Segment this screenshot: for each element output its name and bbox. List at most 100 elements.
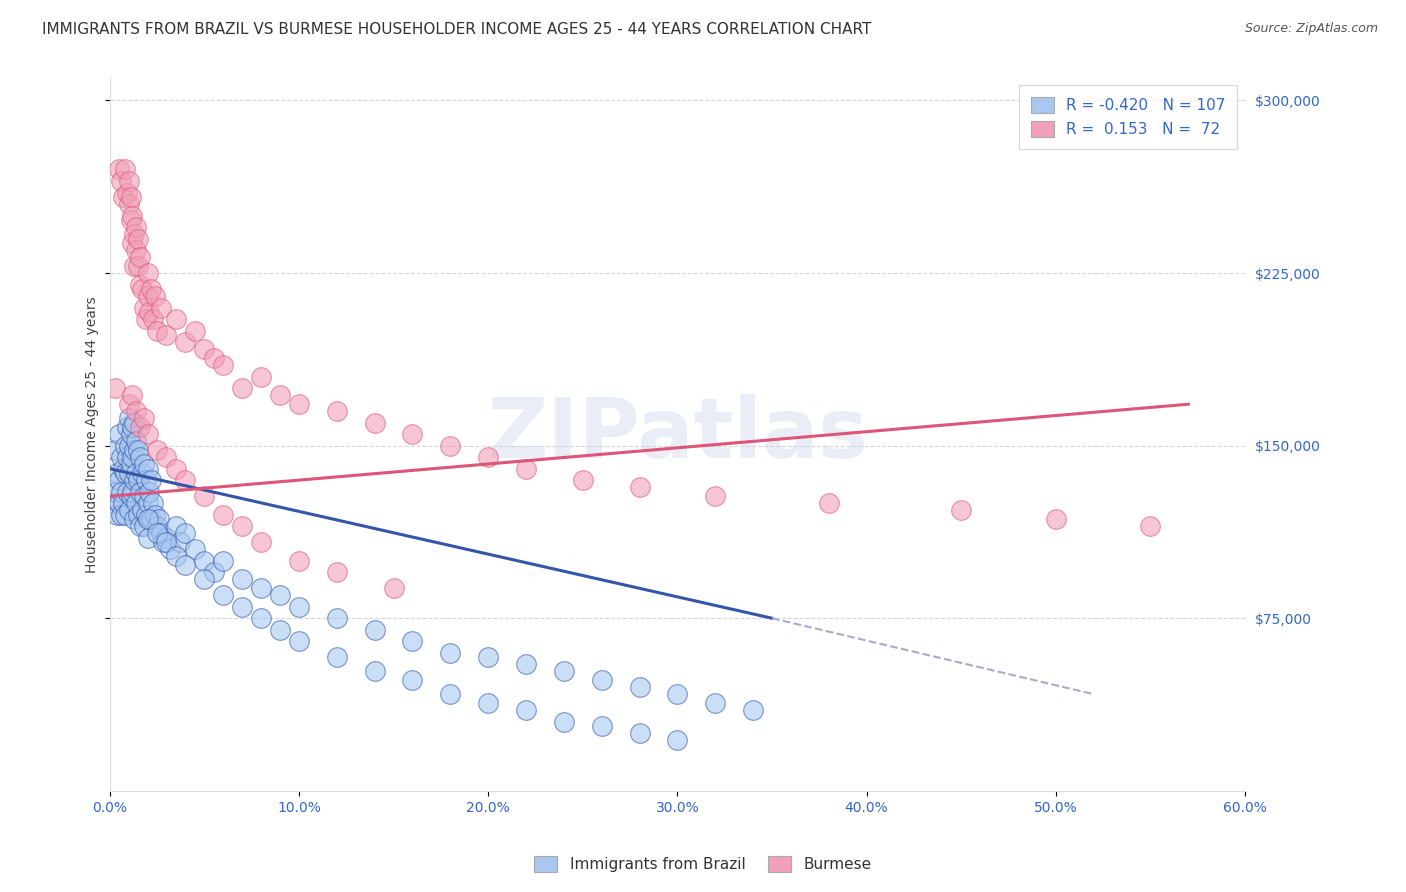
- Point: [114, 467, 136, 481]
- Point: [135, 312, 157, 326]
- Point: [193, 489, 215, 503]
- Point: [169, 535, 191, 549]
- Point: [148, 512, 170, 526]
- Point: [124, 443, 146, 458]
- Point: [628, 680, 651, 694]
- Point: [131, 282, 153, 296]
- Legend: R = -0.420   N = 107, R =  0.153   N =  72: R = -0.420 N = 107, R = 0.153 N = 72: [1018, 85, 1237, 149]
- Point: [129, 250, 152, 264]
- Point: [111, 461, 134, 475]
- Text: Source: ZipAtlas.com: Source: ZipAtlas.com: [1244, 22, 1378, 36]
- Point: [1139, 519, 1161, 533]
- Point: [591, 719, 613, 733]
- Point: [250, 369, 273, 384]
- Point: [146, 443, 169, 458]
- Point: [155, 531, 177, 545]
- Point: [138, 484, 160, 499]
- Point: [288, 397, 311, 411]
- Point: [326, 565, 349, 579]
- Point: [129, 420, 152, 434]
- Point: [135, 473, 157, 487]
- Point: [553, 714, 575, 729]
- Point: [704, 489, 727, 503]
- Point: [250, 611, 273, 625]
- Point: [121, 209, 143, 223]
- Point: [817, 496, 839, 510]
- Point: [115, 450, 138, 465]
- Point: [111, 496, 134, 510]
- Point: [666, 687, 689, 701]
- Point: [174, 526, 197, 541]
- Point: [269, 588, 291, 602]
- Point: [401, 673, 423, 688]
- Point: [132, 489, 155, 503]
- Point: [231, 519, 253, 533]
- Point: [104, 443, 127, 458]
- Point: [288, 554, 311, 568]
- Point: [120, 457, 142, 471]
- Point: [127, 508, 149, 522]
- Point: [125, 220, 148, 235]
- Point: [326, 404, 349, 418]
- Point: [439, 687, 461, 701]
- Point: [121, 450, 143, 465]
- Point: [515, 461, 537, 475]
- Point: [477, 450, 499, 465]
- Point: [125, 404, 148, 418]
- Point: [131, 467, 153, 481]
- Point: [146, 526, 169, 541]
- Point: [142, 312, 165, 326]
- Point: [250, 535, 273, 549]
- Point: [132, 457, 155, 471]
- Point: [124, 416, 146, 430]
- Point: [117, 503, 139, 517]
- Point: [193, 554, 215, 568]
- Point: [146, 324, 169, 338]
- Point: [121, 420, 143, 434]
- Y-axis label: Householder Income Ages 25 - 44 years: Householder Income Ages 25 - 44 years: [86, 296, 100, 573]
- Point: [111, 190, 134, 204]
- Point: [401, 427, 423, 442]
- Point: [212, 588, 235, 602]
- Point: [553, 664, 575, 678]
- Point: [121, 236, 143, 251]
- Point: [120, 489, 142, 503]
- Point: [572, 473, 595, 487]
- Point: [288, 599, 311, 614]
- Point: [124, 259, 146, 273]
- Point: [165, 519, 187, 533]
- Point: [115, 484, 138, 499]
- Point: [120, 427, 142, 442]
- Point: [117, 197, 139, 211]
- Point: [212, 554, 235, 568]
- Point: [152, 535, 174, 549]
- Point: [401, 634, 423, 648]
- Point: [117, 174, 139, 188]
- Point: [124, 512, 146, 526]
- Point: [174, 473, 197, 487]
- Text: ZIPatlas: ZIPatlas: [486, 393, 868, 475]
- Point: [628, 480, 651, 494]
- Point: [515, 657, 537, 672]
- Point: [125, 496, 148, 510]
- Point: [155, 450, 177, 465]
- Point: [143, 289, 166, 303]
- Point: [103, 496, 125, 510]
- Point: [269, 623, 291, 637]
- Point: [136, 496, 159, 510]
- Point: [149, 526, 172, 541]
- Point: [108, 427, 131, 442]
- Point: [127, 231, 149, 245]
- Point: [120, 213, 142, 227]
- Point: [174, 558, 197, 573]
- Point: [120, 190, 142, 204]
- Point: [105, 467, 128, 481]
- Point: [114, 508, 136, 522]
- Point: [114, 439, 136, 453]
- Point: [141, 473, 163, 487]
- Point: [159, 542, 181, 557]
- Point: [129, 484, 152, 499]
- Point: [742, 703, 765, 717]
- Point: [439, 439, 461, 453]
- Point: [132, 301, 155, 315]
